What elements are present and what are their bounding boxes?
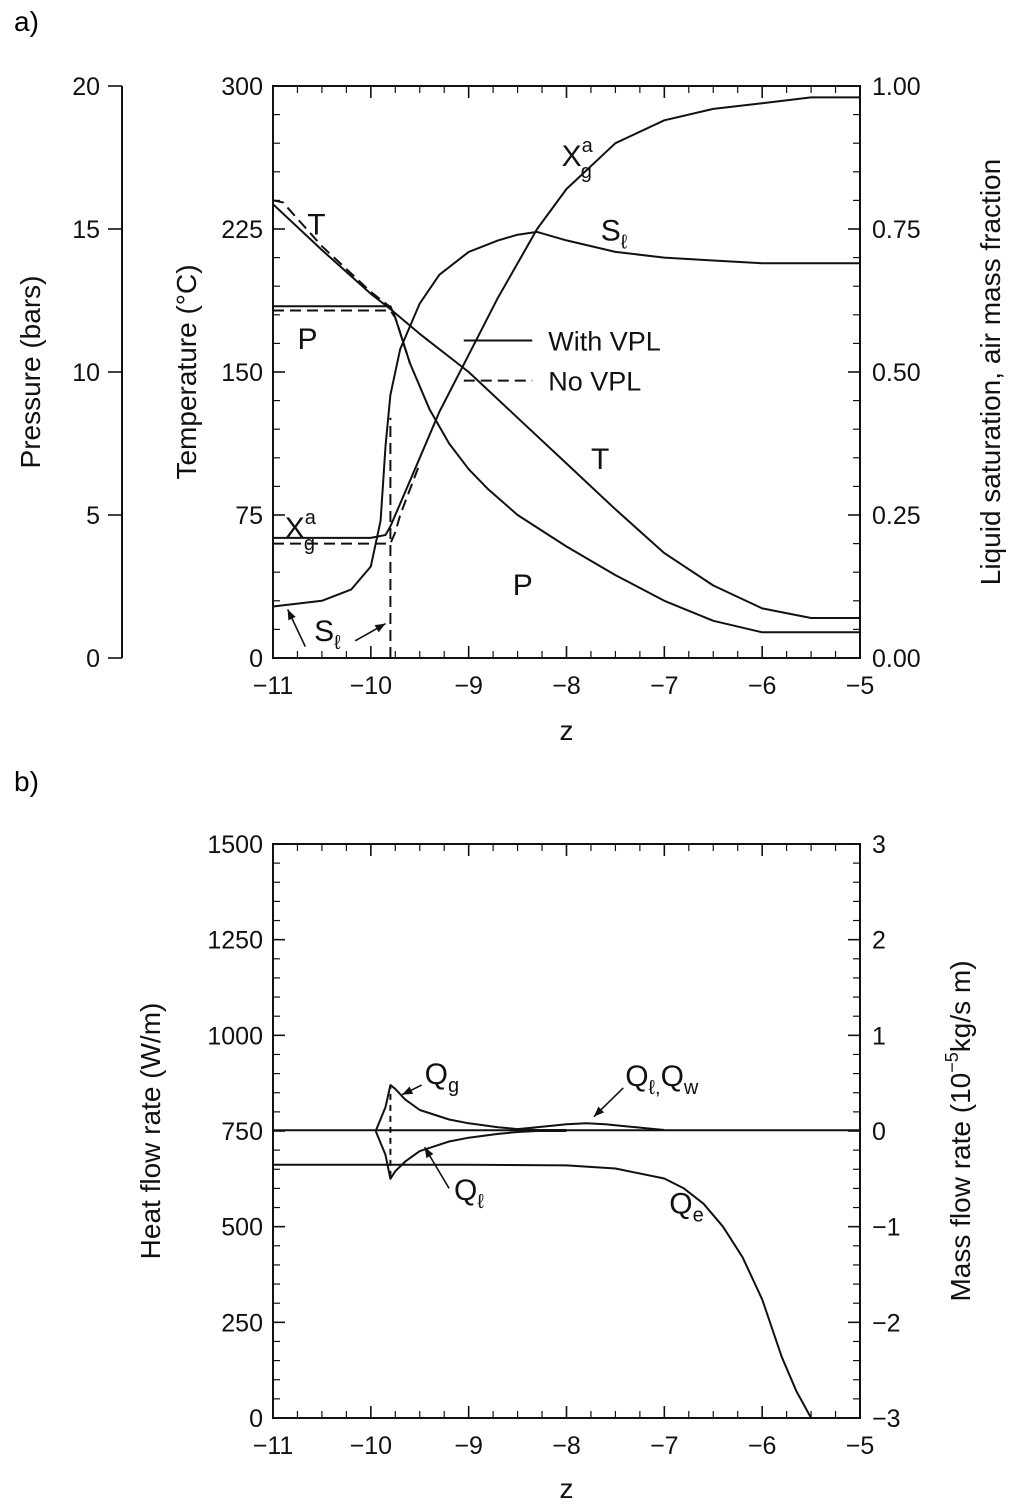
pressure-tick-label: 20: [72, 73, 100, 101]
series-line-Sl-solid: [272, 230, 860, 608]
sl-arrow-left-head: [287, 609, 296, 621]
mass-tick-label: 0: [872, 1118, 886, 1146]
heat-tick-label: 1500: [207, 831, 263, 859]
annotation-label: Qℓ: [454, 1174, 484, 1213]
pressure-tick-label: 10: [72, 359, 100, 387]
series-line-T-solid: [272, 203, 860, 619]
pressure-axis-title: Pressure (bars): [15, 276, 46, 469]
heat-tick-label: 250: [221, 1309, 263, 1337]
x-tick-label: −11: [253, 1432, 294, 1460]
x-tick-label: −11: [253, 672, 294, 700]
temp-tick-label: 0: [249, 645, 263, 673]
fraction-axis-title: Liquid saturation, air mass fraction: [975, 159, 1006, 585]
x-tick-label: −10: [350, 672, 392, 700]
panel-label-a: a): [14, 6, 39, 37]
mass-tick-label: 3: [872, 831, 886, 859]
x-axis-title: z: [560, 715, 574, 746]
mass-tick-label: 1: [872, 1022, 886, 1050]
qlqw-arrow-head: [593, 1106, 605, 1117]
x-tick-label: −8: [552, 1432, 581, 1460]
annotation-label: Xa g: [562, 135, 594, 183]
ql-arrow-head: [424, 1147, 434, 1159]
annotation-label: Xa g: [285, 507, 317, 555]
sl-arrow-right-head: [374, 623, 386, 633]
annotation-label: Sℓ: [601, 214, 628, 253]
heat-tick-label: 1250: [207, 927, 263, 955]
annotation-label: P: [513, 569, 533, 602]
legend-label: With VPL: [548, 327, 661, 357]
mass-axis-title: Mass flow rate (10−5kg/s m): [942, 960, 976, 1301]
temp-tick-label: 300: [221, 73, 263, 101]
annotation-label: T: [307, 209, 325, 242]
x-tick-label: −9: [454, 1432, 483, 1460]
series-line-T-dashed: [272, 199, 392, 308]
annotation-label: Qℓ,Qw: [625, 1060, 699, 1099]
annotation-label: Qe: [669, 1187, 703, 1226]
temp-axis-title: Temperature (°C): [171, 264, 202, 479]
mass-tick-label: 2: [872, 927, 886, 955]
pressure-tick-label: 0: [86, 645, 100, 673]
mass-tick-label: −1: [872, 1214, 901, 1242]
temp-tick-label: 150: [221, 359, 263, 387]
series-line-Qe-solid: [273, 1163, 812, 1419]
heat-tick-label: 750: [221, 1118, 263, 1146]
fraction-tick-label: 0.00: [872, 645, 921, 673]
fraction-tick-label: 0.25: [872, 502, 921, 530]
temp-tick-label: 225: [221, 216, 263, 244]
x-axis-title: z: [560, 1473, 574, 1504]
x-tick-label: −8: [552, 672, 581, 700]
x-tick-label: −6: [748, 672, 777, 700]
series-line-Qg-solid: [374, 1084, 567, 1132]
x-tick-label: −5: [846, 1432, 875, 1460]
annotation-label: P: [297, 323, 317, 356]
series-line-Xga-dashed: [273, 463, 421, 545]
heat-axis-title: Heat flow rate (W/m): [135, 1003, 166, 1260]
x-tick-label: −5: [846, 672, 875, 700]
mass-tick-label: −3: [872, 1405, 901, 1433]
fraction-tick-label: 0.75: [872, 216, 921, 244]
annotation-label: Sℓ: [314, 615, 341, 654]
fraction-tick-label: 0.50: [872, 359, 921, 387]
legend-label: No VPL: [548, 367, 641, 397]
temp-tick-label: 75: [235, 502, 263, 530]
x-tick-label: −7: [650, 1432, 679, 1460]
mass-tick-label: −2: [872, 1309, 901, 1337]
series-line-P-solid: [273, 305, 860, 634]
series-line-Ql,Qw-solid: [517, 1122, 665, 1131]
series-line-P-dashed: [273, 309, 411, 364]
x-tick-label: −7: [650, 672, 679, 700]
x-tick-label: −9: [454, 672, 483, 700]
heat-tick-label: 0: [249, 1405, 263, 1433]
heat-tick-label: 500: [221, 1214, 263, 1242]
series-line-Xga-solid: [273, 96, 860, 539]
pressure-tick-label: 15: [72, 216, 100, 244]
qg-arrow-head: [402, 1086, 414, 1095]
annotation-label: T: [591, 443, 609, 476]
series-line-Ql-solid: [374, 1130, 567, 1180]
pressure-tick-label: 5: [86, 502, 100, 530]
annotation-label: Qg: [425, 1058, 459, 1097]
x-tick-label: −10: [350, 1432, 392, 1460]
x-tick-label: −6: [748, 1432, 777, 1460]
panel-label-b: b): [14, 766, 39, 797]
fraction-tick-label: 1.00: [872, 73, 921, 101]
heat-tick-label: 1000: [207, 1022, 263, 1050]
